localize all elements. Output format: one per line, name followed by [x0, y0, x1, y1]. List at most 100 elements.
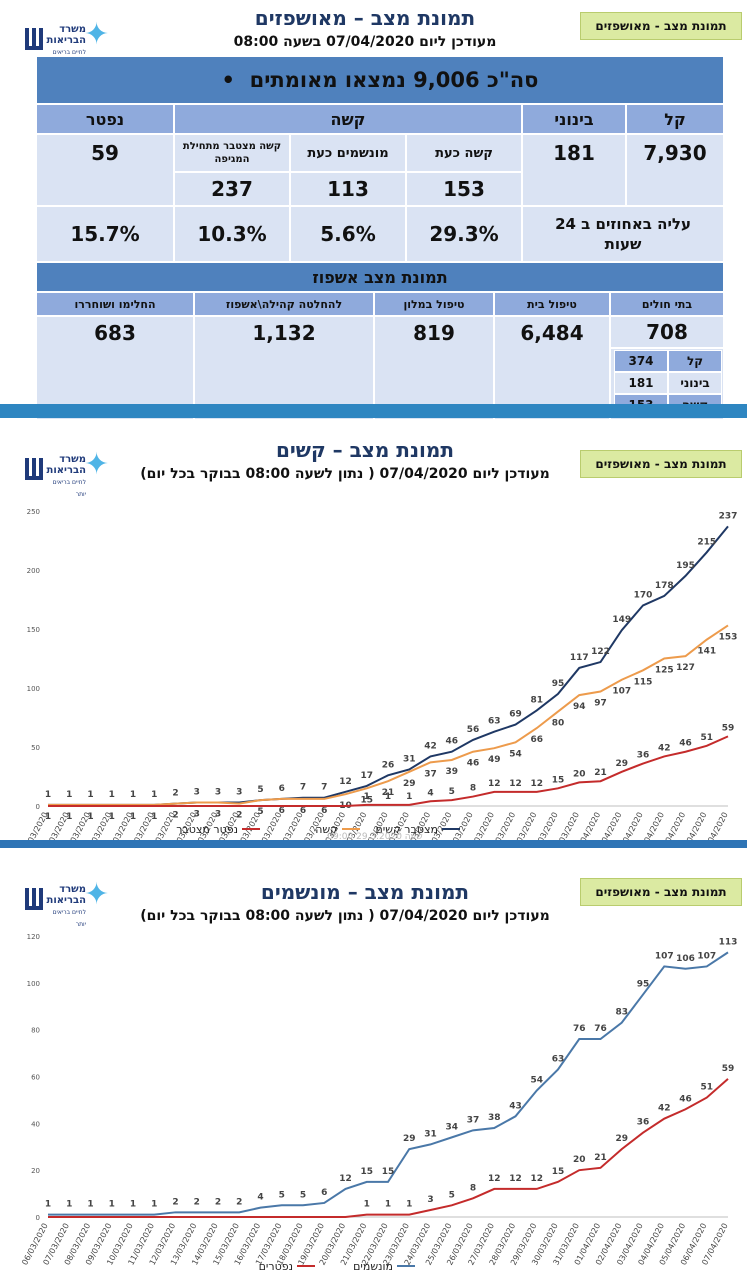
- severe-line-chart: 05010015020025006/03/202007/03/202008/03…: [20, 508, 738, 841]
- data-label: 46: [467, 759, 480, 769]
- data-label: 15: [382, 1167, 395, 1177]
- data-label: 29: [615, 759, 628, 769]
- y-tick-label: 60: [31, 1074, 40, 1082]
- data-label: 29: [615, 1134, 628, 1144]
- data-label: 69: [509, 710, 522, 720]
- data-label: 12: [339, 777, 352, 787]
- data-label: 26: [382, 760, 395, 770]
- data-label: 3: [215, 787, 221, 797]
- series-line: [48, 1078, 729, 1218]
- data-label: 149: [612, 615, 631, 625]
- data-label: 42: [658, 743, 671, 753]
- legend-entry: קשה: [315, 823, 338, 836]
- data-label: 94: [573, 702, 586, 712]
- data-label: 2: [172, 789, 178, 799]
- subheader-ventilated-now: מונשמים כעת: [290, 134, 406, 172]
- data-label: 42: [424, 741, 437, 751]
- data-label: 97: [594, 699, 607, 709]
- panel-footer-strip: [0, 840, 747, 848]
- series-line: [48, 624, 729, 806]
- data-label: 6: [279, 784, 285, 794]
- section-badge: תמונת מצב - מאושפזים: [580, 878, 742, 906]
- data-label: 46: [679, 739, 692, 749]
- data-label: 5: [449, 787, 455, 797]
- page-title: תמונת מצב – מאושפזים: [254, 6, 476, 30]
- data-label: 54: [530, 1076, 543, 1086]
- data-label: 66: [530, 735, 543, 745]
- data-label: 37: [467, 1115, 480, 1125]
- data-label: 1: [87, 812, 93, 822]
- data-label: 1: [87, 790, 93, 800]
- menorah-icon: [25, 458, 43, 480]
- star-icon: ✦: [84, 447, 110, 482]
- data-label: 2: [236, 811, 242, 821]
- value-severe-now: 153: [406, 172, 522, 206]
- data-label: 38: [488, 1113, 501, 1123]
- value-deceased: 59: [36, 134, 174, 206]
- data-label: 1: [385, 792, 391, 802]
- data-label: 237: [719, 511, 738, 521]
- data-label: 83: [615, 1008, 628, 1018]
- data-label: 1: [406, 1200, 412, 1210]
- data-label: 20: [573, 769, 586, 779]
- data-label: 49: [488, 755, 501, 765]
- legend-entry: נפטר מצטבר: [176, 823, 238, 836]
- data-label: 1: [130, 1200, 136, 1210]
- data-label: 20: [573, 1155, 586, 1165]
- data-label: 1: [45, 1200, 51, 1210]
- y-tick-label: 80: [31, 1027, 40, 1035]
- data-label: 1: [406, 792, 412, 802]
- pct-ventilated: 5.6%: [290, 206, 406, 262]
- col-community: להחלטה קהילה\אשפוז: [194, 292, 374, 316]
- y-tick-label: 50: [31, 744, 40, 752]
- value-recovered: 683: [36, 316, 194, 420]
- data-label: 2: [172, 811, 178, 821]
- value-hotel-care: 819: [374, 316, 494, 420]
- subheader-severe-cumulative: קשה מצטבר מתחילת המגיפה: [174, 134, 290, 172]
- data-label: 6: [279, 806, 285, 816]
- data-label: 46: [679, 1094, 692, 1104]
- data-label: 21: [594, 1153, 607, 1163]
- data-label: 1: [364, 1200, 370, 1210]
- menorah-icon: [25, 28, 43, 50]
- pct-deceased: 15.7%: [36, 206, 174, 262]
- data-label: 1: [66, 812, 72, 822]
- data-label: 1: [151, 812, 157, 822]
- y-tick-label: 200: [27, 567, 40, 575]
- series-line: [48, 735, 729, 807]
- data-label: 5: [257, 785, 263, 795]
- data-label: 37: [424, 769, 437, 779]
- footer-ghost-text: 09:00 שעה 29.3.2020: [327, 832, 423, 842]
- data-label: 1: [130, 790, 136, 800]
- data-label: 1: [66, 1200, 72, 1210]
- data-label: 3: [427, 1195, 433, 1205]
- value-community: 1,132: [194, 316, 374, 420]
- hosp-moderate-value: 181: [614, 372, 668, 394]
- data-label: 51: [700, 733, 713, 743]
- data-label: 115: [634, 677, 653, 687]
- data-label: 8: [470, 1183, 476, 1193]
- y-tick-label: 0: [36, 1214, 40, 1222]
- col-recovered: החלימו ושוחררו: [36, 292, 194, 316]
- data-label: 1: [87, 1200, 93, 1210]
- data-label: 3: [194, 787, 200, 797]
- data-label: 15: [360, 795, 373, 805]
- data-label: 76: [573, 1024, 586, 1034]
- data-label: 127: [676, 663, 695, 673]
- chart-title: תמונת מצב – מונשמים: [260, 880, 470, 904]
- chart-subtitle: מעודכן ליום 07/04/2020 ( נתון לשעה 08:00…: [140, 466, 550, 482]
- data-label: 1: [45, 812, 51, 822]
- data-label: 21: [594, 768, 607, 778]
- y-tick-label: 150: [27, 626, 40, 634]
- data-label: 29: [403, 1134, 416, 1144]
- value-home-care: 6,484: [494, 316, 610, 420]
- y-tick-label: 250: [27, 508, 40, 516]
- data-label: 59: [722, 1064, 735, 1074]
- data-label: 107: [655, 951, 674, 961]
- data-label: 4: [257, 1193, 263, 1203]
- data-label: 195: [676, 561, 695, 571]
- y-tick-label: 20: [31, 1167, 40, 1175]
- data-label: 15: [360, 1167, 373, 1177]
